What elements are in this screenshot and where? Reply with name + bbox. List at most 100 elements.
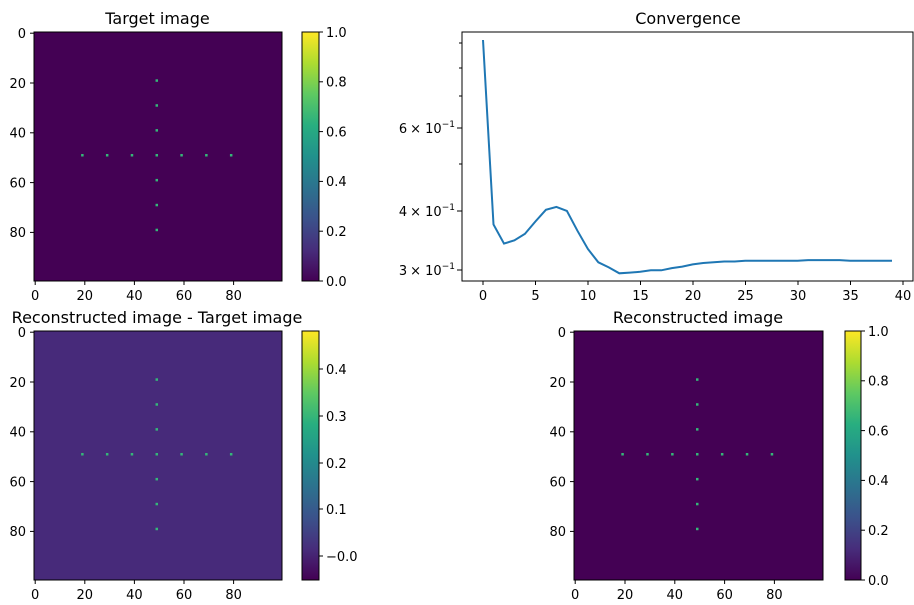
reconstructed-image-title: Reconstructed image	[613, 308, 783, 327]
colorbar-tick-label: 0.4	[326, 175, 347, 190]
colorbar-tick-label: 0.8	[326, 76, 347, 91]
heatmap-point	[155, 477, 159, 481]
heatmap-point	[720, 453, 724, 456]
x-tick-label: 5	[531, 289, 539, 304]
convergence-panel: Convergence 0 5 10 15 20 25 30 35 40	[399, 9, 914, 304]
heatmap-point	[745, 453, 749, 456]
target-image-x-axis: 0 20 40 60 80	[31, 281, 242, 304]
difference-image-panel: Reconstructed image - Target image 0 20 …	[9, 308, 357, 603]
heatmap-point	[696, 527, 699, 531]
heatmap-point	[671, 453, 674, 456]
colorbar-tick-label: 0.6	[868, 425, 889, 440]
convergence-title: Convergence	[635, 9, 741, 28]
difference-image-y-axis: 0 20 40 60 80	[9, 326, 34, 540]
target-image-colorbar: 0.0 0.2 0.4 0.6 0.8 1.0	[301, 26, 347, 290]
heatmap-point	[105, 453, 109, 456]
target-image-frame	[33, 31, 283, 282]
target-image-y-axis: 0 20 40 60 80	[9, 27, 34, 241]
x-tick-label: 20	[685, 289, 702, 304]
heatmap-point	[229, 154, 233, 157]
convergence-plot-area	[461, 31, 914, 282]
heatmap-point	[205, 154, 208, 157]
difference-image-x-axis: 0 20 40 60 80	[31, 580, 242, 603]
heatmap-point	[81, 154, 84, 157]
x-tick-label: 20	[77, 588, 94, 603]
heatmap-point	[130, 154, 134, 157]
heatmap-point	[229, 453, 233, 456]
y-tick-label: 6 × 10−1	[399, 120, 455, 137]
heatmap-point	[155, 203, 159, 207]
y-tick-label: 60	[9, 176, 26, 191]
heatmap-point	[770, 453, 774, 456]
heatmap-point	[696, 403, 699, 406]
y-tick-base: 6	[399, 122, 407, 137]
target-image-dots	[81, 79, 233, 232]
heatmap-point	[696, 477, 699, 481]
x-tick-label: 40	[895, 289, 912, 304]
colorbar-tick-label: 0.4	[868, 474, 889, 489]
convergence-y-axis: 6 × 10−1 4 × 10−1 3 × 10−1	[399, 42, 462, 279]
heatmap-point	[155, 154, 159, 157]
y-tick-label: 60	[549, 475, 566, 490]
y-tick-label: 0	[18, 326, 26, 341]
y-tick-base: 4	[399, 205, 407, 220]
colorbar-gradient	[844, 330, 862, 581]
heatmap-point	[155, 104, 159, 107]
y-tick-label: 20	[9, 376, 26, 391]
reconstructed-image-x-axis: 0 20 40 60 80	[571, 580, 783, 603]
heatmap-point	[696, 502, 699, 506]
heatmap-point	[155, 502, 159, 506]
x-tick-label: 25	[737, 289, 754, 304]
heatmap-point	[155, 228, 159, 232]
reconstructed-image-panel: Reconstructed image 0 20 40 60 80 0 20 4…	[549, 308, 888, 603]
reconstructed-image-colorbar: 0.0 0.2 0.4 0.6 0.8 1.0	[844, 325, 889, 589]
x-tick-label: 35	[842, 289, 859, 304]
y-tick-suffix: × 10	[410, 205, 442, 220]
difference-image-frame	[33, 330, 283, 581]
colorbar-tick-label: 0.2	[868, 524, 889, 539]
x-tick-label: 80	[225, 588, 242, 603]
target-image-title: Target image	[104, 9, 209, 28]
x-tick-label: 15	[632, 289, 649, 304]
reconstructed-image-dots	[621, 378, 774, 531]
x-tick-label: 60	[716, 588, 733, 603]
y-tick-label: 0	[558, 326, 566, 341]
heatmap-point	[155, 527, 159, 531]
heatmap-point	[105, 154, 109, 157]
heatmap-point	[155, 378, 159, 381]
x-tick-label: 0	[31, 588, 39, 603]
heatmap-point	[696, 453, 699, 456]
x-tick-label: 40	[126, 289, 143, 304]
y-tick-label: 80	[9, 525, 26, 540]
colorbar-tick-label: 0.8	[868, 375, 889, 390]
heatmap-point	[155, 453, 159, 456]
colorbar-tick-label: 0.0	[326, 275, 347, 290]
convergence-series-line	[482, 39, 892, 275]
y-tick-base: 3	[399, 264, 407, 279]
x-tick-label: 0	[571, 588, 579, 603]
x-tick-label: 0	[31, 289, 39, 304]
heatmap-point	[155, 403, 159, 406]
y-tick-label: 40	[9, 127, 26, 142]
x-tick-label: 20	[77, 289, 94, 304]
y-tick-label: 80	[9, 226, 26, 241]
colorbar-tick-label: 0.1	[326, 503, 347, 518]
heatmap-point	[696, 378, 699, 381]
y-tick-label: 0	[18, 27, 26, 42]
x-tick-label: 20	[617, 588, 634, 603]
target-image-panel: Target image 0 20 40 60 80 0 20 40 60 80	[9, 9, 346, 304]
x-tick-label: 60	[176, 289, 193, 304]
colorbar-tick-label: 1.0	[868, 325, 889, 340]
heatmap-point	[155, 79, 159, 82]
heatmap-point	[646, 453, 649, 456]
heatmap-point	[81, 453, 84, 456]
convergence-x-axis: 0 5 10 15 20 25 30 35 40	[479, 281, 911, 304]
colorbar-gradient	[301, 330, 320, 581]
heatmap-point	[180, 453, 183, 456]
y-tick-label: 60	[9, 475, 26, 490]
x-tick-label: 60	[176, 588, 193, 603]
heatmap-point	[155, 129, 159, 132]
y-tick-label: 40	[9, 426, 26, 441]
difference-image-dots	[81, 378, 233, 531]
